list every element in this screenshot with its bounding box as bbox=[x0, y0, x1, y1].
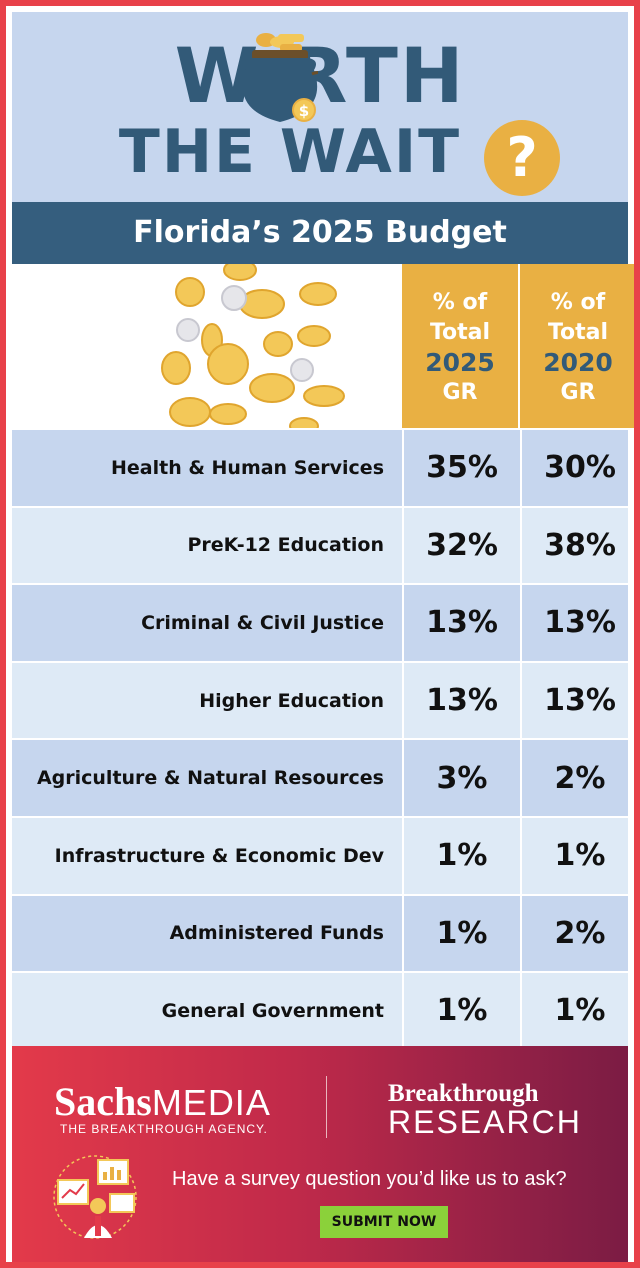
hero-header: W RTH $ THE WAIT ? bbox=[12, 12, 628, 202]
row-label: Health & Human Services bbox=[110, 456, 384, 479]
column-header-text: Total bbox=[547, 320, 609, 345]
table-row: Criminal & Civil Justice 13% 13% bbox=[12, 583, 628, 661]
table-row: Infrastructure & Economic Dev 1% 1% bbox=[12, 815, 628, 894]
brand-sachs: Sachs bbox=[54, 1079, 152, 1124]
value-2025: 1% bbox=[402, 895, 520, 972]
submit-now-button[interactable]: SUBMIT NOW bbox=[320, 1206, 448, 1238]
value-2025: 13% bbox=[402, 585, 520, 661]
table-row: Higher Education 13% 13% bbox=[12, 660, 628, 739]
coin-pot-icon: $ bbox=[242, 33, 318, 122]
headline-line2: THE WAIT bbox=[118, 117, 462, 187]
survey-prompt: Have a survey question you’d like us to … bbox=[172, 1168, 567, 1190]
column-header-2025: % of Total 2025 GR bbox=[402, 264, 518, 428]
value-2025: 1% bbox=[402, 817, 520, 894]
row-label: PreK-12 Education bbox=[187, 534, 384, 557]
table-row: Administered Funds 1% 2% bbox=[12, 893, 628, 972]
value-2020: 1% bbox=[520, 817, 634, 894]
column-header-text: GR bbox=[560, 380, 596, 405]
value-2025: 13% bbox=[402, 662, 520, 739]
value-2020: 38% bbox=[520, 507, 634, 584]
row-label: Agriculture & Natural Resources bbox=[36, 767, 384, 790]
breakthrough-logo-line1: Breakthrough bbox=[388, 1080, 539, 1107]
row-label: Infrastructure & Economic Dev bbox=[54, 844, 384, 867]
column-header-text: Total bbox=[429, 320, 491, 345]
row-label: General Government bbox=[161, 999, 384, 1022]
table-row: Health & Human Services 35% 30% bbox=[12, 428, 628, 506]
value-2025: 35% bbox=[402, 430, 520, 506]
column-header-year: 2020 bbox=[543, 348, 613, 377]
column-header-year: 2025 bbox=[425, 348, 495, 377]
logo-divider bbox=[326, 1076, 327, 1138]
column-header-text: % of bbox=[550, 290, 606, 315]
survey-analytics-icon bbox=[53, 1155, 137, 1239]
row-label: Criminal & Civil Justice bbox=[141, 611, 384, 634]
value-2025: 32% bbox=[402, 507, 520, 584]
sachs-media-logo: SachsMEDIA bbox=[54, 1080, 271, 1125]
falling-coins-icon bbox=[161, 264, 345, 428]
headline-line1: W RTH bbox=[174, 31, 466, 120]
column-header-text: % of bbox=[432, 290, 488, 315]
pot-dollar-sign: $ bbox=[299, 102, 309, 120]
row-label: Administered Funds bbox=[169, 922, 384, 945]
table-row: PreK-12 Education 32% 38% bbox=[12, 505, 628, 584]
brand-media: MEDIA bbox=[151, 1082, 271, 1123]
footer-banner: SachsMEDIA THE BREAKTHROUGH AGENCY. Brea… bbox=[12, 1046, 628, 1262]
value-2020: 2% bbox=[520, 740, 634, 816]
value-2020: 1% bbox=[520, 973, 634, 1049]
agency-tagline: THE BREAKTHROUGH AGENCY. bbox=[60, 1122, 268, 1136]
value-2020: 13% bbox=[520, 585, 634, 661]
row-label: Higher Education bbox=[199, 689, 384, 712]
breakthrough-logo-line2: RESEARCH bbox=[388, 1104, 582, 1140]
table-row: Agriculture & Natural Resources 3% 2% bbox=[12, 738, 628, 816]
value-2020: 13% bbox=[520, 662, 634, 739]
value-2020: 2% bbox=[520, 895, 634, 972]
page-title: Florida’s 2025 Budget bbox=[12, 202, 628, 264]
column-header-2020: % of Total 2020 GR bbox=[520, 264, 634, 428]
table-row: General Government 1% 1% bbox=[12, 971, 628, 1049]
value-2025: 1% bbox=[402, 973, 520, 1049]
question-mark-badge: ? bbox=[484, 120, 560, 196]
value-2020: 30% bbox=[520, 430, 634, 506]
column-header-text: GR bbox=[442, 380, 478, 405]
value-2025: 3% bbox=[402, 740, 520, 816]
table-header: % of Total 2025 GR % of Total 2020 GR bbox=[12, 264, 634, 428]
budget-table: % of Total 2025 GR % of Total 2020 GR He… bbox=[12, 264, 634, 1049]
